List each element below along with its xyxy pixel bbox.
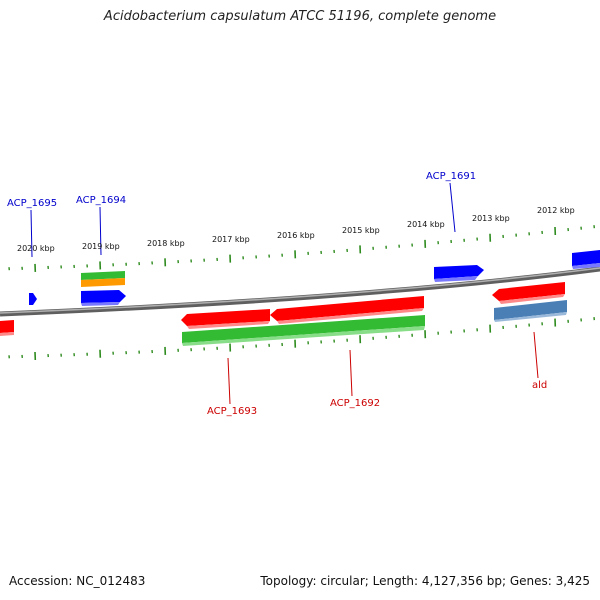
- feature-ald-steel[interactable]: [494, 300, 567, 322]
- tick-label: 2018 kbp: [147, 239, 185, 248]
- gene-label-acp-1694: ACP_1694: [76, 195, 126, 206]
- tick-label: 2016 kbp: [277, 231, 315, 240]
- feature-acp-1692[interactable]: [270, 296, 424, 324]
- feature-acp-1694-green[interactable]: [81, 271, 125, 280]
- tick-label: 2017 kbp: [212, 235, 250, 244]
- tick-label: 2015 kbp: [342, 226, 380, 235]
- gene-label-acp-1692: ACP_1692: [330, 398, 380, 409]
- feature-acp-1694-orange[interactable]: [81, 278, 125, 287]
- gene-label-acp-1691: ACP_1691: [426, 171, 476, 182]
- genome-summary: Topology: circular; Length: 4,127,356 bp…: [260, 574, 590, 588]
- gene-label-acp-1693: ACP_1693: [207, 406, 257, 417]
- feature-ald[interactable]: [492, 282, 565, 304]
- gene-label-acp-1695: ACP_1695: [7, 198, 57, 209]
- feature-left-red[interactable]: [0, 320, 14, 336]
- feature-acp-1695[interactable]: [29, 293, 37, 305]
- gene-label-ald: ald: [532, 380, 547, 391]
- tick-label: 2019 kbp: [82, 242, 120, 251]
- feature-acp-1692-green[interactable]: [182, 315, 425, 346]
- tick-label: 2012 kbp: [537, 206, 575, 215]
- tick-label: 2020 kbp: [17, 244, 55, 253]
- feature-acp-1691[interactable]: [434, 265, 484, 282]
- map-title: Acidobacterium capsulatum ATCC 51196, co…: [103, 9, 497, 24]
- tick-label: 2013 kbp: [472, 214, 510, 223]
- feature-right-blue[interactable]: [572, 250, 600, 269]
- feature-acp-1694[interactable]: [81, 290, 126, 306]
- genome-backbone: [0, 266, 600, 317]
- inner-tick-ring: [8, 317, 595, 361]
- accession-label: Accession: NC_012483: [9, 574, 146, 588]
- tick-label: 2014 kbp: [407, 220, 445, 229]
- feature-acp-1693[interactable]: [181, 309, 270, 329]
- outer-tick-ring: [8, 225, 595, 272]
